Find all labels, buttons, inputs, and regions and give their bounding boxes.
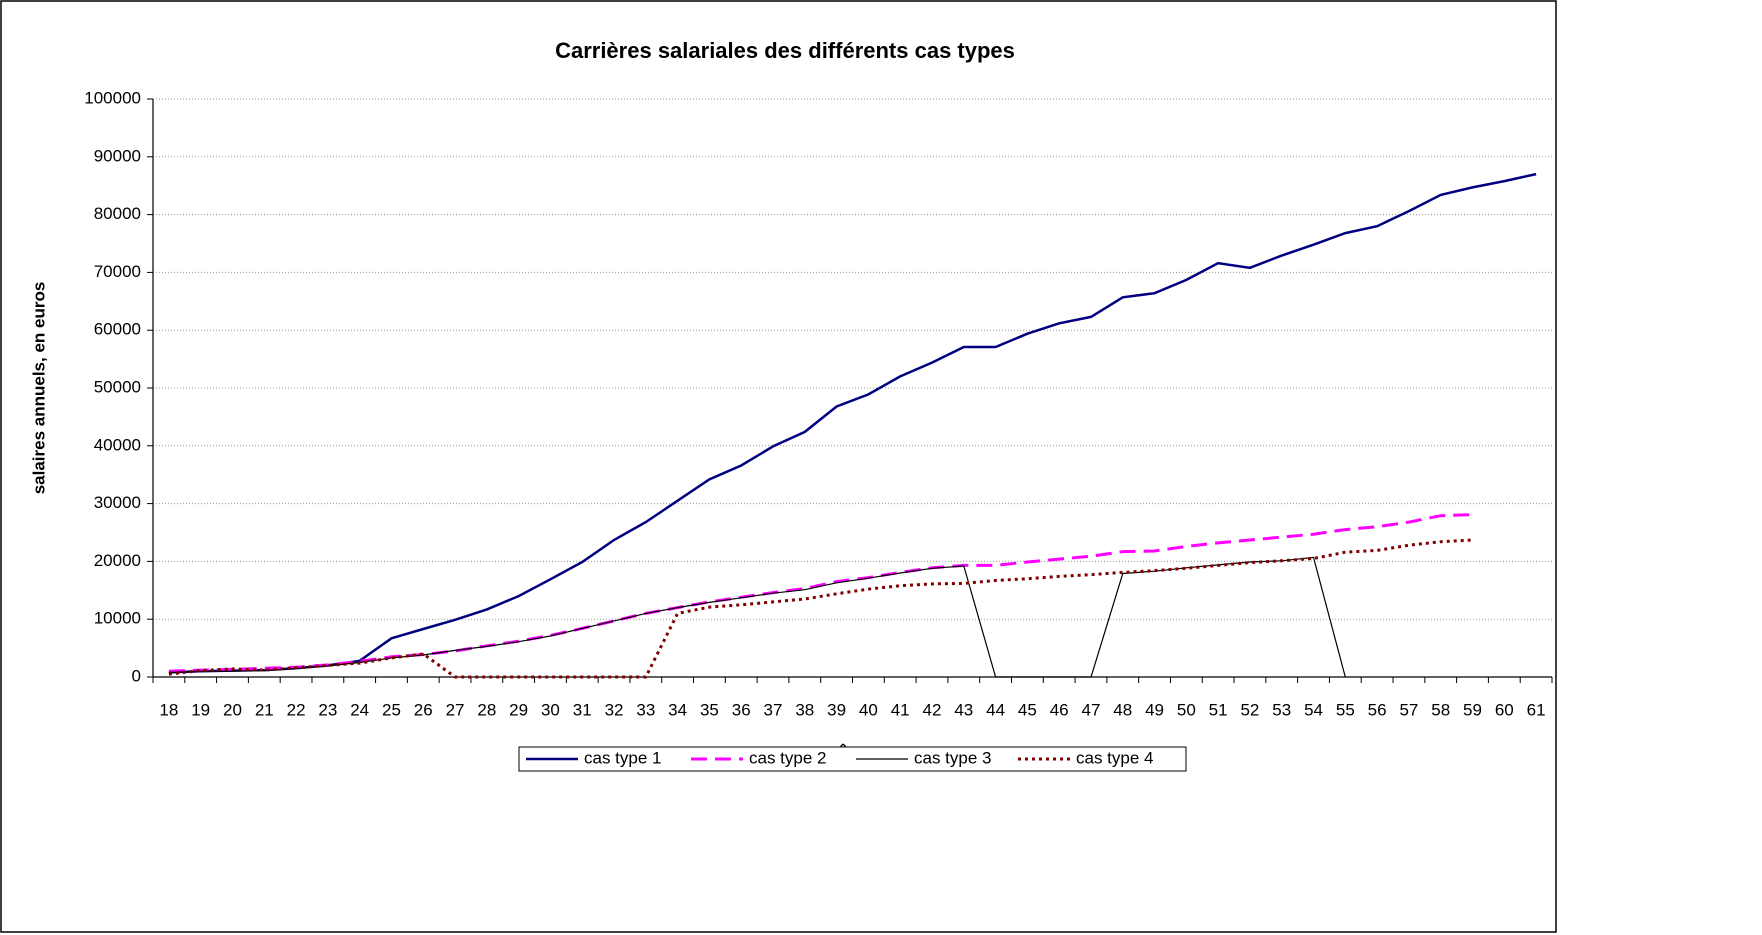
x-tick-label: 40 <box>859 700 878 719</box>
x-tick-label: 23 <box>318 700 337 719</box>
legend-label: cas type 4 <box>1076 748 1154 767</box>
x-tick-label: 24 <box>350 700 369 719</box>
x-tick-label: 51 <box>1209 700 1228 719</box>
chart-border <box>0 0 1557 933</box>
series-line <box>168 172 1537 674</box>
x-tick-label: 42 <box>923 700 942 719</box>
x-tick-label: 22 <box>287 700 306 719</box>
x-tick-label: 46 <box>1050 700 1069 719</box>
x-tick-label: 60 <box>1495 700 1514 719</box>
x-tick-label: 55 <box>1336 700 1355 719</box>
x-tick-label: 25 <box>382 700 401 719</box>
x-tick-label: 45 <box>1018 700 1037 719</box>
y-tick-label: 50000 <box>94 377 141 396</box>
y-tick-label: 20000 <box>94 551 141 570</box>
y-tick-label: 40000 <box>94 435 141 454</box>
x-tick-label: 44 <box>986 700 1005 719</box>
y-tick-label: 100000 <box>84 88 141 107</box>
x-tick-label: 18 <box>159 700 178 719</box>
x-tick-label: 27 <box>446 700 465 719</box>
x-tick-label: 41 <box>891 700 910 719</box>
series-line <box>168 538 1473 679</box>
x-tick-label: 57 <box>1399 700 1418 719</box>
legend-label: cas type 3 <box>914 748 992 767</box>
legend-box <box>518 746 1187 772</box>
x-tick-label: 52 <box>1240 700 1259 719</box>
x-tick-label: 36 <box>732 700 751 719</box>
x-tick-label: 21 <box>255 700 274 719</box>
y-tick-label: 30000 <box>94 493 141 512</box>
x-tick-label: 35 <box>700 700 719 719</box>
y-tick-label: 60000 <box>94 320 141 339</box>
legend-label: cas type 1 <box>584 748 662 767</box>
y-tick-label: 0 <box>132 666 141 685</box>
x-tick-label: 37 <box>764 700 783 719</box>
y-tick-label: 70000 <box>94 262 141 281</box>
x-tick-label: 43 <box>954 700 973 719</box>
x-tick-label: 29 <box>509 700 528 719</box>
x-tick-label: 50 <box>1177 700 1196 719</box>
x-tick-label: 61 <box>1527 700 1546 719</box>
x-tick-label: 38 <box>795 700 814 719</box>
x-tick-label: 31 <box>573 700 592 719</box>
x-tick-label: 32 <box>605 700 624 719</box>
x-tick-label: 49 <box>1145 700 1164 719</box>
y-axis-label: salaires annuels, en euros <box>29 282 48 495</box>
x-tick-label: 34 <box>668 700 687 719</box>
x-tick-label: 39 <box>827 700 846 719</box>
chart-title: Carrières salariales des différents cas … <box>555 38 1015 63</box>
y-tick-label: 10000 <box>94 609 141 628</box>
x-tick-label: 53 <box>1272 700 1291 719</box>
x-tick-label: 58 <box>1431 700 1450 719</box>
y-tick-label: 80000 <box>94 204 141 223</box>
x-tick-label: 56 <box>1368 700 1387 719</box>
x-tick-label: 26 <box>414 700 433 719</box>
x-tick-label: 19 <box>191 700 210 719</box>
x-tick-label: 20 <box>223 700 242 719</box>
x-tick-label: 30 <box>541 700 560 719</box>
y-tick-label: 90000 <box>94 146 141 165</box>
x-tick-label: 47 <box>1082 700 1101 719</box>
x-tick-label: 33 <box>636 700 655 719</box>
x-tick-label: 48 <box>1113 700 1132 719</box>
x-tick-label: 59 <box>1463 700 1482 719</box>
x-tick-label: 54 <box>1304 700 1323 719</box>
x-tick-label: 28 <box>477 700 496 719</box>
legend-label: cas type 2 <box>749 748 827 767</box>
